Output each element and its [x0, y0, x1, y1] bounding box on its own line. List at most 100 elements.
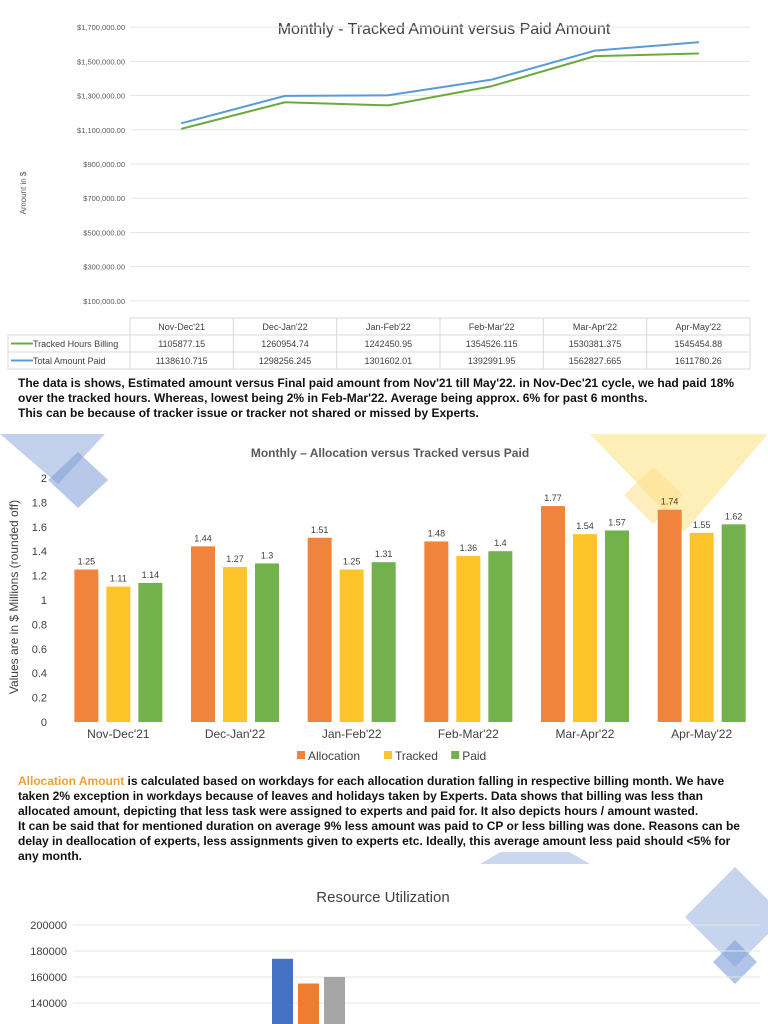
- chart1-table-value: 1392991.95: [468, 356, 516, 366]
- chart2-bars: 1.25 1.44 1.51 1.48 1.77 1.74 1.11 1.27 1.25 1.36…: [74, 493, 746, 722]
- chart3-y-tick-label: 140000: [30, 998, 67, 1010]
- chart1-table-value: 1260954.74: [261, 339, 309, 349]
- chart2-legend-label: Allocation: [308, 749, 360, 763]
- chart2-data-label: 1.74: [661, 497, 679, 507]
- chart3-bar: [298, 983, 319, 1024]
- chart3-y-ticks: 140000 160000 180000 200000: [30, 920, 760, 1010]
- bar-chart-allocation-tracked-paid: Monthly – Allocation versus Tracked vers…: [0, 434, 768, 763]
- chart1-y-tick-label: $300,000.00: [83, 263, 125, 272]
- chart2-data-label: 1.55: [693, 520, 711, 530]
- chart2-decorative-shapes: [0, 434, 768, 532]
- chart2-legend: Allocation Tracked Paid: [297, 749, 486, 763]
- chart2-y-tick-label: 0.2: [32, 693, 47, 705]
- chart1-y-tick-label: $900,000.00: [83, 160, 125, 169]
- decor-diamond-large: [685, 867, 768, 967]
- chart1-y-tick-label: $700,000.00: [83, 194, 125, 203]
- chart2-y-axis-label: Values are in $ Millions (rounded off): [7, 500, 21, 694]
- chart1-data-table: Nov-Dec'21 Dec-Jan'22 Jan-Feb'22 Feb-Mar'22…: [7, 317, 751, 370]
- chart2-x-tick-label: Nov-Dec'21: [87, 727, 150, 741]
- chart1-y-tick-label: $1,100,000.00: [77, 126, 125, 135]
- chart3-bar: [272, 958, 293, 1024]
- chart2-bar-allocation: [307, 537, 332, 722]
- chart2-y-tick-label: 1.4: [32, 546, 47, 558]
- chart1-point-tracked-hours-billing: [180, 127, 183, 130]
- chart1-y-tick-label: $100,000.00: [83, 297, 125, 306]
- chart2-data-label: 1.25: [343, 557, 361, 567]
- decor-triangle-left: [0, 434, 105, 484]
- analysis-paragraph-2-line-2: It can be said that for mentioned durati…: [18, 819, 740, 863]
- chart2-data-label: 1.62: [725, 511, 743, 521]
- chart3-y-tick-label: 200000: [30, 920, 67, 932]
- chart2-data-label: 1.36: [460, 543, 478, 553]
- chart1-y-tick-label: $500,000.00: [83, 228, 125, 237]
- analysis-paragraph-2: Allocation Amount is calculated based on…: [18, 774, 753, 864]
- chart2-bar-tracked: [456, 556, 481, 722]
- chart2-bar-tracked: [106, 586, 131, 722]
- chart2-x-ticks: Nov-Dec'21 Dec-Jan'22 Jan-Feb'22 Feb-Mar'22…: [87, 727, 732, 741]
- decor-diamond-right: [624, 467, 683, 524]
- decor-diamond-left: [48, 452, 108, 508]
- chart1-table-value: 1105877.15: [158, 339, 205, 349]
- chart2-data-label: 1.27: [226, 554, 244, 564]
- chart1-table-value: 1138610.715: [156, 356, 208, 366]
- chart2-y-tick-label: 1.2: [32, 571, 47, 583]
- chart2-y-tick-label: 1: [41, 595, 47, 607]
- chart2-bar-allocation: [541, 506, 565, 722]
- allocation-amount-highlight: Allocation Amount: [18, 774, 125, 788]
- chart2-bar-allocation: [424, 541, 449, 722]
- chart1-point-total-amount-paid: [490, 78, 493, 81]
- chart2-data-label: 1.51: [311, 525, 329, 535]
- chart1-title: Monthly - Tracked Amount versus Paid Amo…: [278, 21, 611, 38]
- chart2-legend-key-paid: [451, 751, 460, 759]
- chart2-data-label: 1.57: [608, 517, 626, 527]
- chart2-bar-tracked: [573, 534, 597, 722]
- chart1-table-value: 1301602.01: [365, 356, 413, 366]
- chart2-data-label: 1.48: [428, 528, 446, 538]
- analysis-paragraph-1-line-2: This can be because of tracker issue or …: [18, 406, 479, 420]
- chart2-title: Monthly – Allocation versus Tracked vers…: [251, 446, 529, 460]
- chart1-x-category-label: Dec-Jan'22: [262, 322, 307, 332]
- chart1-series-name: Tracked Hours Billing: [33, 339, 118, 349]
- chart2-y-tick-label: 1.6: [32, 522, 47, 534]
- chart2-bar-allocation: [657, 509, 682, 722]
- chart2-legend-label: Tracked: [395, 749, 438, 763]
- chart1-series-name: Total Amount Paid: [33, 356, 106, 366]
- chart2-data-label: 1.54: [576, 521, 594, 531]
- chart1-y-tick-label: $1,500,000.00: [77, 57, 125, 66]
- chart1-table-value: 1611780.26: [675, 356, 722, 366]
- chart1-x-category-label: Nov-Dec'21: [158, 322, 205, 332]
- chart2-y-tick-label: 0: [41, 717, 47, 729]
- chart2-y-tick-label: 1.8: [32, 497, 47, 509]
- chart2-bar-paid: [721, 524, 746, 722]
- chart1-point-total-amount-paid: [387, 94, 390, 97]
- chart1-table-value: 1562827.665: [569, 356, 622, 366]
- bar-chart-resource-utilization: Resource Utilization 140000 160000 180000 2…: [30, 852, 768, 1024]
- chart3-bar: [324, 977, 345, 1024]
- chart1-table-value: 1545454.88: [675, 339, 723, 349]
- chart2-y-tick-label: 2: [41, 473, 47, 485]
- chart1-x-category-label: Apr-May'22: [675, 322, 721, 332]
- analysis-paragraph-1: The data is shows, Estimated amount vers…: [18, 376, 753, 421]
- chart1-series-line-tracked-hours-billing: [181, 52, 699, 130]
- chart2-x-tick-label: Jan-Feb'22: [322, 727, 382, 741]
- chart2-legend-key-tracked: [384, 751, 392, 759]
- chart2-bar-allocation: [74, 569, 99, 722]
- decor-triangle-mid: [480, 852, 590, 864]
- chart1-x-category-label: Feb-Mar'22: [469, 322, 515, 332]
- chart1-y-ticks: $100,000.00 $300,000.00 $500,000.00 $700,00…: [77, 23, 125, 306]
- line-chart-tracked-vs-paid: Monthly - Tracked Amount versus Paid Amo…: [0, 0, 768, 375]
- analysis-paragraph-2-rest: is calculated based on workdays for each…: [18, 774, 725, 818]
- chart2-bar-tracked: [689, 532, 714, 722]
- chart2-bar-paid: [488, 551, 513, 722]
- chart2-legend-label: Paid: [462, 749, 486, 763]
- chart2-data-label: 1.11: [110, 574, 127, 584]
- chart3-y-tick-label: 180000: [30, 946, 67, 958]
- chart1-point-total-amount-paid: [697, 41, 700, 44]
- chart1-point-total-amount-paid: [180, 122, 183, 124]
- chart2-data-label: 1.14: [142, 570, 160, 580]
- chart1-table-value: 1298256.245: [259, 356, 312, 366]
- chart2-y-tick-label: 0.8: [32, 619, 47, 631]
- analysis-paragraph-1-line-1: The data is shows, Estimated amount vers…: [18, 376, 735, 405]
- chart2-data-label: 1.25: [78, 557, 96, 567]
- chart2-legend-key-allocation: [297, 751, 305, 759]
